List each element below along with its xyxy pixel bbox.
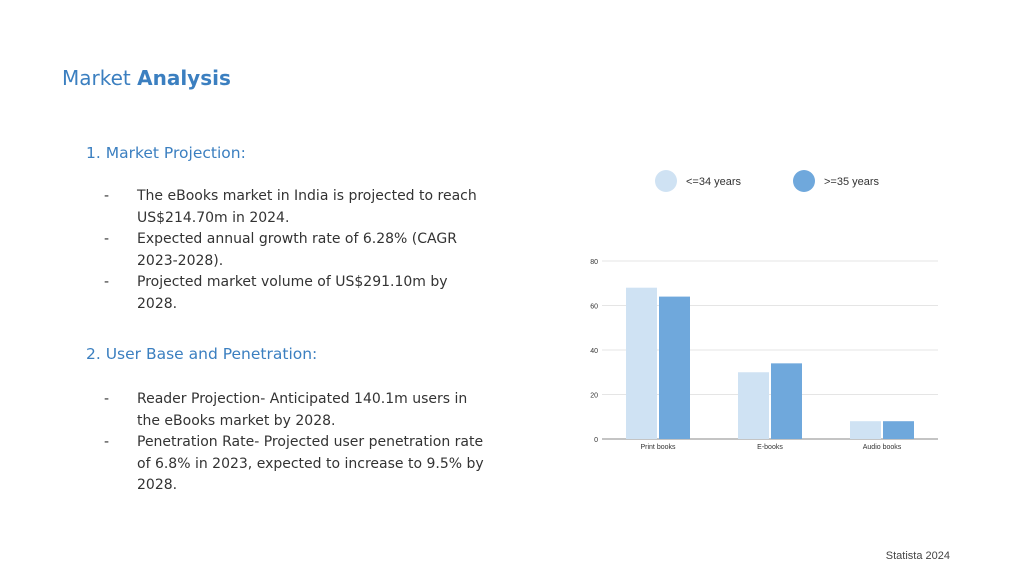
list-item: - The eBooks market in India is projected… <box>104 186 484 229</box>
list-item-text: Penetration Rate- Projected user penetra… <box>137 434 484 493</box>
section-heading-user-base: 2. User Base and Penetration: <box>86 345 318 363</box>
list-item: - Reader Projection- Anticipated 140.1m u… <box>104 389 484 432</box>
bar <box>883 421 914 439</box>
market-projection-list: - The eBooks market in India is projected… <box>104 186 484 315</box>
y-tick-label: 80 <box>590 259 598 266</box>
source-footer: Statista 2024 <box>885 550 950 562</box>
legend-swatch <box>793 170 815 192</box>
list-item: - Projected market volume of US$291.10m b… <box>104 272 484 315</box>
bar <box>626 287 657 439</box>
bullet-marker: - <box>104 231 110 247</box>
bar <box>738 372 769 439</box>
list-item-text: Expected annual growth rate of 6.28% (CA… <box>137 231 457 269</box>
y-tick-label: 0 <box>594 437 598 444</box>
bullet-marker: - <box>104 391 110 407</box>
bar-chart: 0 20 40 60 80 Print books E-books Audio books <=… <box>590 170 938 451</box>
bullet-marker: - <box>104 274 110 290</box>
list-item: - Expected annual growth rate of 6.28% (C… <box>104 229 484 272</box>
title-bold: Analysis <box>137 66 231 90</box>
page-title: Market Analysis <box>62 66 231 90</box>
y-tick-label: 60 <box>590 304 598 311</box>
y-tick-label: 20 <box>590 393 598 400</box>
x-tick-label: Print books <box>640 444 676 451</box>
user-base-list: - Reader Projection- Anticipated 140.1m u… <box>104 389 484 497</box>
bar <box>771 363 802 439</box>
legend-label: <=34 years <box>686 176 742 188</box>
title-light: Market <box>62 66 131 90</box>
section-heading-market-projection: 1. Market Projection: <box>86 144 246 162</box>
legend-label: >=35 years <box>824 176 880 188</box>
list-item: - Penetration Rate- Projected user penetr… <box>104 432 484 497</box>
bar <box>850 421 881 439</box>
bullet-marker: - <box>104 188 110 204</box>
x-tick-label: Audio books <box>863 444 902 451</box>
y-tick-label: 40 <box>590 348 598 355</box>
x-tick-label: E-books <box>757 444 783 451</box>
list-item-text: Reader Projection- Anticipated 140.1m us… <box>137 391 468 429</box>
list-item-text: Projected market volume of US$291.10m by… <box>137 274 448 312</box>
legend-swatch <box>655 170 677 192</box>
bar <box>659 296 690 439</box>
list-item-text: The eBooks market in India is projected … <box>137 188 477 226</box>
bullet-marker: - <box>104 434 110 450</box>
